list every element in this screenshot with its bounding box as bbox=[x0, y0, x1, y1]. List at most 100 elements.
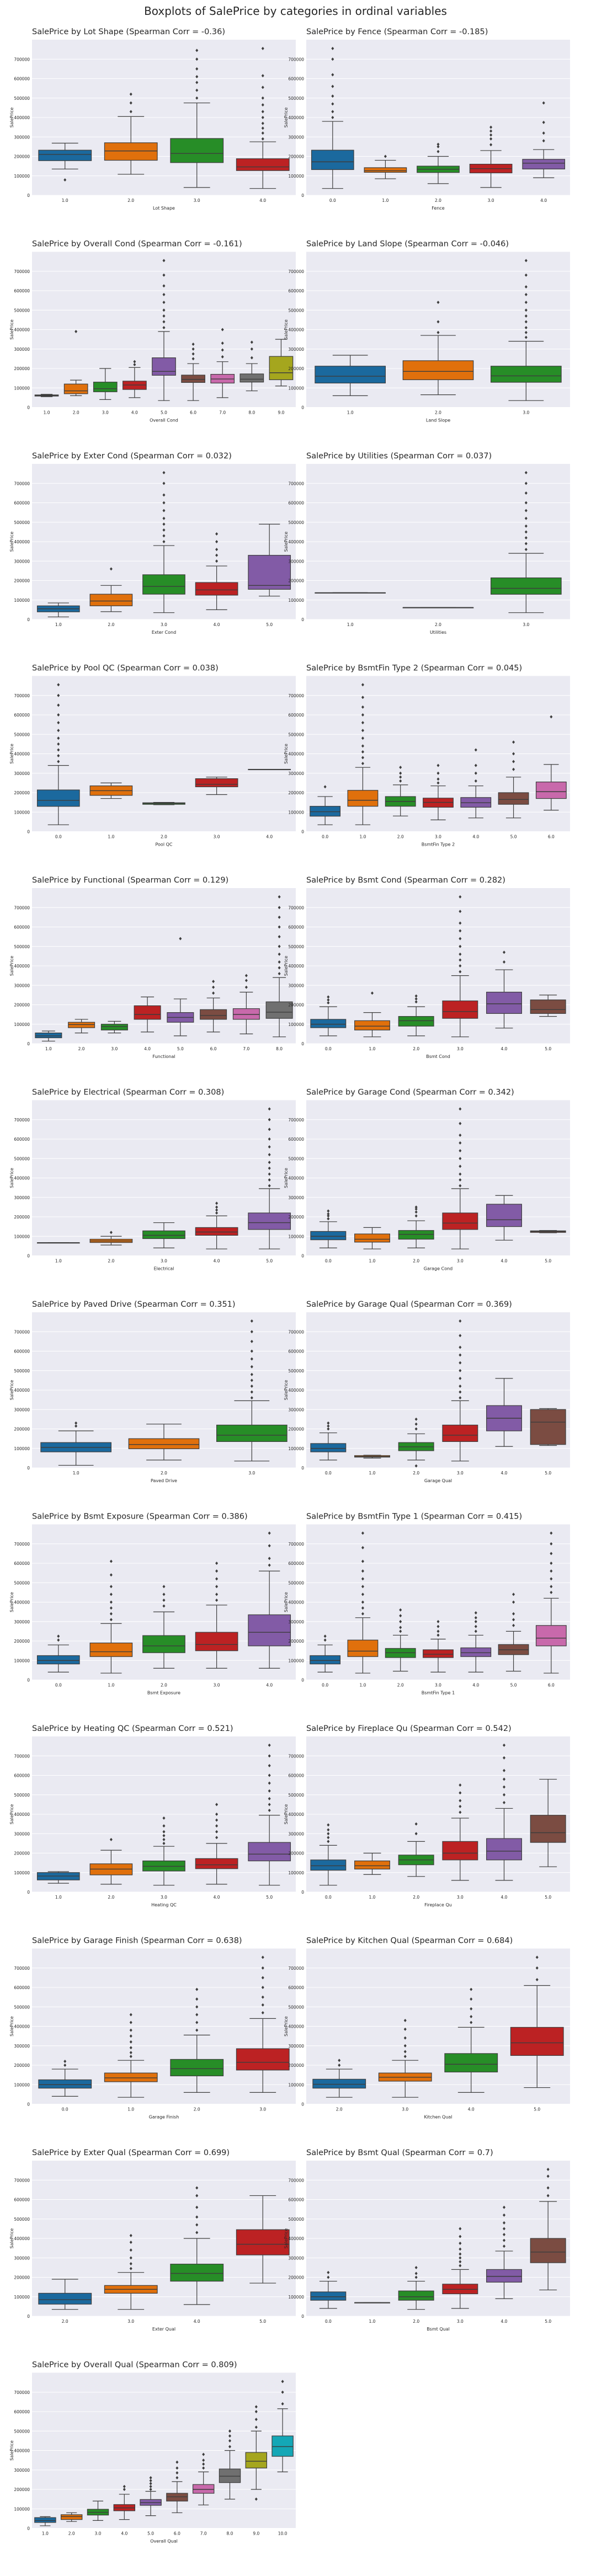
y-tick-label: 200000 bbox=[288, 154, 304, 159]
y-tick-label: 200000 bbox=[14, 2063, 30, 2068]
outlier-point bbox=[129, 2055, 132, 2059]
box-3.0 bbox=[142, 1222, 185, 1248]
outlier-point bbox=[162, 259, 166, 263]
outlier-point bbox=[399, 1629, 402, 1633]
y-tick-label: 200000 bbox=[14, 366, 30, 371]
y-tick-label: 400000 bbox=[14, 1176, 30, 1181]
y-tick-label: 300000 bbox=[288, 1620, 304, 1624]
outlier-point bbox=[162, 1592, 166, 1596]
outlier-point bbox=[228, 2434, 231, 2438]
x-tick-label: 1.0 bbox=[369, 2319, 376, 2324]
outlier-point bbox=[524, 524, 528, 528]
iqr-box bbox=[142, 1861, 185, 1872]
outlier-point bbox=[459, 1172, 462, 1176]
outlier-point bbox=[524, 308, 528, 312]
y-tick-label: 400000 bbox=[288, 1600, 304, 1605]
subplot-title: SalePrice by Exter Qual (Spearman Corr =… bbox=[32, 2149, 230, 2157]
outlier-point bbox=[459, 2260, 462, 2264]
box-4.0 bbox=[460, 1611, 492, 1672]
outlier-point bbox=[414, 1427, 418, 1431]
subplot: SalePrice by Bsmt Cond (Spearman Corr = … bbox=[284, 876, 570, 1059]
y-tick-label: 600000 bbox=[288, 288, 304, 293]
box-7.0 bbox=[192, 2452, 215, 2505]
outlier-point bbox=[459, 1804, 462, 1808]
iqr-box bbox=[35, 1033, 62, 1039]
outlier-point bbox=[215, 1824, 219, 1828]
box-3.0 bbox=[142, 1816, 185, 1886]
x-tick-label: 6.0 bbox=[190, 410, 196, 415]
outlier-point bbox=[414, 1464, 418, 1468]
outlier-point bbox=[512, 752, 515, 756]
y-axis-label: SalePrice bbox=[9, 532, 14, 552]
box-4.0 bbox=[522, 101, 566, 178]
outlier-point bbox=[361, 736, 364, 740]
y-tick-label: 600000 bbox=[14, 2198, 30, 2203]
y-tick-label: 0 bbox=[27, 2526, 30, 2531]
y-tick-label: 500000 bbox=[288, 1580, 304, 1585]
box-5.0 bbox=[530, 2167, 566, 2291]
outlier-point bbox=[403, 2036, 407, 2040]
subplot: SalePrice by Lot Shape (Spearman Corr = … bbox=[9, 28, 296, 211]
y-axis-label: SalePrice bbox=[284, 956, 289, 976]
outlier-point bbox=[331, 110, 334, 114]
subplot: SalePrice by Fence (Spearman Corr = -0.1… bbox=[284, 28, 570, 211]
x-tick-label: 5.0 bbox=[147, 2531, 154, 2536]
outlier-point bbox=[261, 116, 264, 119]
outlier-point bbox=[524, 516, 528, 520]
subplot: SalePrice by Land Slope (Spearman Corr =… bbox=[284, 240, 570, 423]
y-axis-label: SalePrice bbox=[284, 108, 289, 128]
box-3.0 bbox=[442, 1319, 478, 1462]
outlier-point bbox=[162, 308, 166, 312]
box-7.0 bbox=[210, 328, 235, 398]
outlier-point bbox=[162, 471, 166, 474]
outlier-point bbox=[57, 736, 60, 740]
outlier-point bbox=[129, 2013, 132, 2017]
iqr-box bbox=[310, 1231, 347, 1241]
iqr-box bbox=[530, 1815, 566, 1843]
outlier-point bbox=[162, 293, 166, 297]
outlier-point bbox=[550, 715, 553, 719]
outlier-point bbox=[129, 2241, 132, 2244]
y-tick-label: 400000 bbox=[14, 1388, 30, 1393]
outlier-point bbox=[268, 1145, 271, 1149]
x-tick-label: 4.0 bbox=[501, 1471, 508, 1476]
y-tick-label: 500000 bbox=[14, 96, 30, 101]
y-axis-label: SalePrice bbox=[284, 1380, 289, 1401]
outlier-point bbox=[268, 1118, 271, 1121]
y-tick-label: 600000 bbox=[14, 925, 30, 930]
y-tick-label: 100000 bbox=[14, 174, 30, 179]
x-tick-label: 3.0 bbox=[523, 410, 529, 415]
iqr-box bbox=[36, 1655, 80, 1665]
x-axis-label: Kitchen Qual bbox=[424, 2115, 452, 2120]
outlier-point bbox=[261, 96, 264, 100]
outlier-point bbox=[459, 1353, 462, 1357]
box-3.0 bbox=[236, 1955, 290, 2093]
outlier-point bbox=[459, 1345, 462, 1349]
x-axis-label: Bsmt Cond bbox=[426, 1054, 450, 1059]
iqr-box bbox=[34, 2517, 56, 2523]
outlier-point bbox=[268, 1137, 271, 1141]
y-axis-label: SalePrice bbox=[284, 319, 289, 340]
outlier-point bbox=[195, 2186, 199, 2190]
iqr-box bbox=[486, 991, 522, 1014]
outlier-point bbox=[162, 320, 166, 324]
outlier-point bbox=[202, 2459, 205, 2462]
outlier-point bbox=[215, 1818, 219, 1822]
x-tick-label: 5.0 bbox=[545, 1895, 551, 1900]
x-tick-label: 3.0 bbox=[402, 2107, 408, 2112]
outlier-point bbox=[162, 284, 166, 288]
iqr-box bbox=[170, 2059, 224, 2076]
outlier-point bbox=[261, 137, 264, 141]
outlier-point bbox=[327, 1212, 330, 1216]
outlier-point bbox=[542, 131, 545, 135]
y-tick-label: 500000 bbox=[288, 732, 304, 737]
box-3.0 bbox=[216, 1319, 287, 1462]
y-axis-label: SalePrice bbox=[9, 2440, 14, 2461]
y-tick-label: 300000 bbox=[14, 771, 30, 776]
outlier-point bbox=[129, 2233, 132, 2237]
outlier-point bbox=[436, 1633, 440, 1637]
outlier-point bbox=[399, 766, 402, 769]
y-tick-label: 200000 bbox=[14, 2487, 30, 2492]
y-tick-label: 300000 bbox=[14, 135, 30, 140]
outlier-point bbox=[179, 937, 182, 940]
